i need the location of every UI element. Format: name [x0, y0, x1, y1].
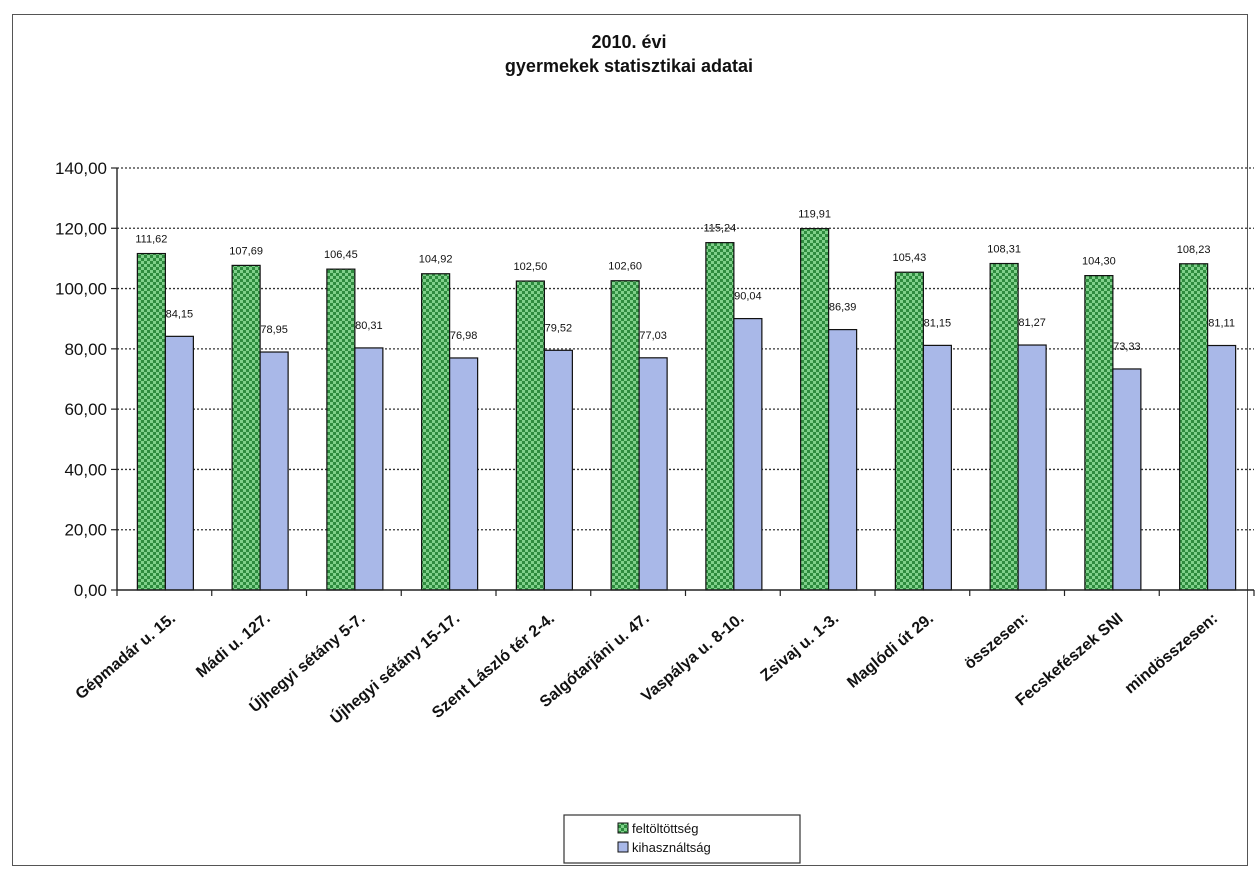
data-label-kihasznaltsag: 90,04 [734, 291, 762, 303]
data-label-feltoltottseg: 104,92 [419, 254, 453, 266]
bar-feltoltottseg [136, 252, 166, 591]
y-tick-label: 120,00 [55, 219, 107, 238]
data-labels: 111,62 84,15 107,69 78,95 106,45 80,31 104,92 7… [135, 209, 1235, 353]
data-label-feltoltottseg: 107,69 [229, 245, 263, 257]
bar-feltoltottseg [1084, 275, 1114, 591]
bar-feltoltottseg [231, 264, 261, 591]
data-label-kihasznaltsag: 80,31 [355, 320, 383, 332]
bar-feltoltottseg [894, 271, 924, 591]
bar-feltoltottseg [705, 242, 735, 591]
bar-kihasznaltsag [1017, 344, 1047, 591]
legend-box [563, 814, 801, 864]
bar-kihasznaltsag [354, 347, 384, 591]
bar-kihasznaltsag [1112, 368, 1142, 591]
bar-feltoltottseg [610, 280, 640, 591]
bar-kihasznaltsag [922, 344, 952, 591]
bar-kihasznaltsag [828, 328, 858, 591]
legend: feltöltöttség kihasználtság [563, 814, 801, 864]
category-label: Mádi u. 127. [193, 610, 273, 681]
data-label-feltoltottseg: 105,43 [893, 252, 927, 264]
data-label-feltoltottseg: 119,91 [798, 209, 831, 221]
legend-swatch [617, 841, 629, 853]
data-label-kihasznaltsag: 84,15 [166, 308, 194, 320]
gridlines [117, 167, 1254, 531]
category-label: Zsivaj u. 1-3. [758, 610, 843, 685]
y-tick-label: 60,00 [64, 400, 107, 419]
bar-kihasznaltsag [449, 357, 479, 591]
data-label-kihasznaltsag: 77,03 [639, 330, 667, 342]
y-tick-label: 40,00 [64, 460, 107, 479]
bar-kihasznaltsag [259, 351, 289, 591]
bar-feltoltottseg [421, 273, 451, 591]
bar-feltoltottseg [515, 280, 545, 591]
data-label-feltoltottseg: 102,60 [608, 261, 642, 273]
chart-title-line-1: 2010. évi [591, 32, 667, 52]
chart-title-line-2: gyermekek statisztikai adatai [504, 56, 754, 76]
data-label-kihasznaltsag: 76,98 [450, 330, 478, 342]
data-label-kihasznaltsag: 78,95 [260, 324, 288, 336]
data-label-feltoltottseg: 108,31 [987, 244, 1021, 256]
category-label: összesen: [961, 610, 1031, 673]
bar-kihasznaltsag [164, 335, 194, 591]
bar-kihasznaltsag [543, 349, 573, 591]
y-tick-label: 80,00 [64, 340, 107, 359]
data-label-feltoltottseg: 111,62 [135, 234, 167, 246]
y-tick-label: 100,00 [55, 280, 107, 299]
y-tick-label: 20,00 [64, 521, 107, 540]
y-tick-label: 140,00 [55, 159, 107, 178]
data-label-feltoltottseg: 104,30 [1082, 256, 1116, 268]
y-tick-label: 0,00 [74, 581, 107, 600]
category-label: Gépmadár u. 15. [73, 610, 179, 703]
legend-swatch [617, 822, 629, 834]
bar-feltoltottseg [326, 268, 356, 591]
bars [136, 227, 1237, 591]
data-label-kihasznaltsag: 79,52 [545, 322, 573, 334]
bar-kihasznaltsag [638, 357, 668, 591]
bar-kihasznaltsag [1207, 344, 1237, 591]
data-label-kihasznaltsag: 81,27 [1018, 317, 1046, 329]
bar-feltoltottseg [1179, 263, 1209, 591]
bar-kihasznaltsag [733, 317, 763, 591]
data-label-feltoltottseg: 115,24 [703, 223, 736, 235]
data-label-feltoltottseg: 108,23 [1177, 244, 1211, 256]
bar-feltoltottseg [800, 227, 830, 591]
chart-title: 2010. évi gyermekek statisztikai adatai [0, 30, 1258, 78]
legend-label: kihasználtság [632, 840, 711, 855]
data-label-kihasznaltsag: 81,15 [924, 317, 952, 329]
data-label-feltoltottseg: 106,45 [324, 249, 358, 261]
bar-feltoltottseg [989, 262, 1019, 591]
data-label-kihasznaltsag: 81,11 [1208, 318, 1235, 330]
category-label: Fecskefészek SNI [1013, 610, 1127, 709]
category-label: Maglódi út 29. [844, 610, 937, 692]
legend-label: feltöltöttség [632, 821, 699, 836]
data-label-feltoltottseg: 102,50 [514, 261, 548, 273]
data-label-kihasznaltsag: 73,33 [1113, 341, 1141, 353]
data-label-kihasznaltsag: 86,39 [829, 302, 857, 314]
category-label: mindösszesen: [1122, 610, 1221, 697]
category-label: Vaspálya u. 8-10. [638, 610, 747, 705]
